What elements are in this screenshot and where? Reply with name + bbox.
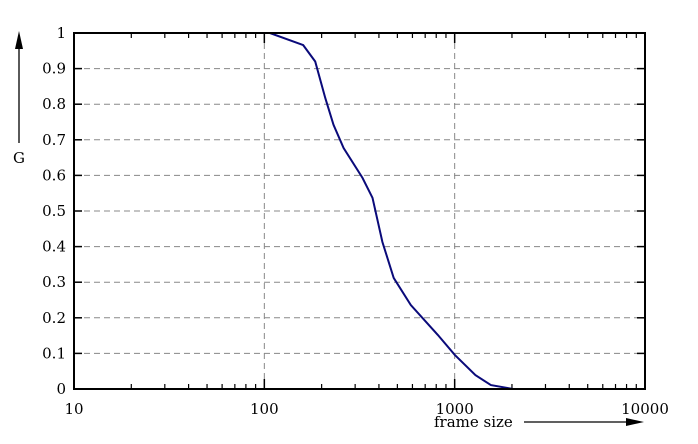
y-tick-label: 0.7	[42, 131, 66, 149]
y-tick-label: 0.4	[42, 238, 66, 256]
tick-labels: 0 0.1 0.2 0.3 0.4 0.5 0.6 0.7 0.8 0.9 1 10 100 1000 10…	[42, 24, 669, 418]
series-line	[182, 32, 514, 390]
x-tick-label: 10	[64, 400, 83, 418]
y-tick-label: 0.1	[42, 344, 66, 362]
y-tick-label: 0.2	[42, 309, 66, 327]
y-tick-label: 0.6	[42, 166, 66, 184]
y-tick-label: 1	[56, 24, 66, 42]
y-tick-label: 0.9	[42, 60, 66, 78]
y-tick-label: 0.5	[42, 202, 66, 220]
y-tick-label: 0.3	[42, 273, 66, 291]
x-tick-label: 10000	[621, 400, 669, 418]
plot-frame	[73, 32, 646, 390]
x-tick-label: 1000	[436, 400, 474, 418]
y-axis-label: G	[13, 149, 25, 167]
grid	[74, 33, 645, 389]
x-tick-label: 100	[250, 400, 279, 418]
y-tick-label: 0	[56, 380, 66, 398]
x-axis-label: frame size	[434, 413, 513, 431]
y-axis-arrowhead	[15, 31, 23, 49]
y-tick-label: 0.8	[42, 95, 66, 113]
x-axis-arrowhead	[626, 418, 644, 426]
